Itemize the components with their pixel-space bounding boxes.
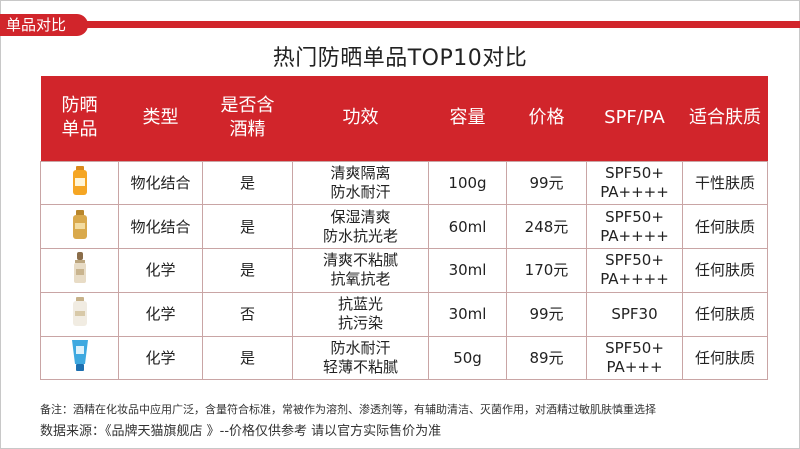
price-cell: 170元 — [506, 248, 587, 293]
spf-cell: SPF50+ PA+++ — [586, 335, 683, 381]
table-row: 化学否抗蓝光 抗污染 30ml 99元 SPF30 任何肤质 — [40, 291, 768, 337]
type-cell: 化学 — [118, 291, 203, 337]
effect-cell: 清爽不粘腻 抗氧抗老 — [292, 248, 429, 293]
section-tag: 单品对比 — [0, 14, 88, 36]
type-cell: 物化结合 — [118, 204, 203, 250]
spf-cell: SPF50+ PA++++ — [586, 248, 683, 293]
skin-cell: 任何肤质 — [682, 248, 768, 293]
price-cell: 89元 — [506, 335, 587, 381]
alcohol-cell: 是 — [202, 160, 293, 206]
volume-cell: 50g — [428, 335, 507, 381]
serum-dropper-bottle-icon — [73, 252, 87, 288]
table-body: 物化结合是清爽隔离 防水耐汗 100g 99元 SPF50+ PA++++ 干性肤质 物化结合… — [40, 160, 768, 381]
effect-cell: 清爽隔离 防水耐汗 — [292, 160, 429, 206]
alcohol-cell: 否 — [202, 291, 293, 337]
skin-cell: 干性肤质 — [682, 160, 768, 206]
header-price: 价格 — [528, 107, 565, 129]
spf-cell: SPF50+ PA++++ — [586, 160, 683, 206]
orange-sunscreen-bottle-icon — [72, 165, 88, 200]
white-sunscreen-bottle-icon — [72, 297, 88, 331]
product-image-cell — [40, 248, 119, 293]
page-title: 热门防晒单品TOP10对比 — [272, 46, 528, 71]
type-cell: 化学 — [118, 248, 203, 293]
product-image-cell — [40, 204, 119, 250]
blue-sunscreen-tube-icon — [71, 340, 89, 376]
volume-cell: 30ml — [428, 291, 507, 337]
header-product: 防晒 单品 — [61, 95, 98, 141]
skin-cell: 任何肤质 — [682, 204, 768, 250]
alcohol-cell: 是 — [202, 335, 293, 381]
spf-cell: SPF50+ PA++++ — [586, 204, 683, 250]
volume-cell: 60ml — [428, 204, 507, 250]
header-type: 类型 — [142, 107, 179, 129]
header-effect: 功效 — [342, 107, 379, 129]
product-image-cell — [40, 291, 119, 337]
type-cell: 物化结合 — [118, 160, 203, 206]
volume-cell: 30ml — [428, 248, 507, 293]
header-volume: 容量 — [449, 107, 486, 129]
footnote: 备注：酒精在化妆品中应用广泛，含量符合标准，常被作为溶剂、渗透剂等，有辅助清洁、… — [40, 403, 656, 416]
table-row: 化学是清爽不粘腻 抗氧抗老 30ml 170元 SPF50+ PA++++ 任何肤质 — [40, 248, 768, 293]
header-spf: SPF/PA — [604, 107, 665, 129]
product-image-cell — [40, 335, 119, 381]
header-rule — [80, 21, 800, 28]
skin-cell: 任何肤质 — [682, 291, 768, 337]
price-cell: 99元 — [506, 291, 587, 337]
table-row: 化学是防水耐汗 轻薄不粘腻 50g 89元 SPF50+ PA+++ 任何肤质 — [40, 335, 768, 381]
skin-cell: 任何肤质 — [682, 335, 768, 381]
alcohol-cell: 是 — [202, 248, 293, 293]
alcohol-cell: 是 — [202, 204, 293, 250]
type-cell: 化学 — [118, 335, 203, 381]
table-row: 物化结合是保湿清爽 防水抗光老 60ml 248元 SPF50+ PA++++ 任何肤质 — [40, 204, 768, 250]
data-source: 数据来源：《品牌天猫旗舰店 》--价格仅供参考 请以官方实际售价为准 — [40, 424, 442, 439]
table-header-row: 防晒 单品 类型 是否含 酒精 功效 容量 价格 SPF/PA 适合肤质 — [40, 76, 768, 161]
comparison-table: 防晒 单品 类型 是否含 酒精 功效 容量 价格 SPF/PA 适合肤质 物化结合是清爽隔离 防水耐… — [40, 76, 768, 381]
effect-cell: 防水耐汗 轻薄不粘腻 — [292, 335, 429, 381]
price-cell: 99元 — [506, 160, 587, 206]
spf-cell: SPF30 — [586, 291, 683, 337]
volume-cell: 100g — [428, 160, 507, 206]
table-row: 物化结合是清爽隔离 防水耐汗 100g 99元 SPF50+ PA++++ 干性肤质 — [40, 160, 768, 206]
gold-sunscreen-bottle-icon — [72, 209, 88, 244]
effect-cell: 保湿清爽 防水抗光老 — [292, 204, 429, 250]
effect-cell: 抗蓝光 抗污染 — [292, 291, 429, 337]
header-alcohol: 是否含 酒精 — [220, 95, 275, 141]
header-skin: 适合肤质 — [689, 107, 761, 129]
product-image-cell — [40, 160, 119, 206]
price-cell: 248元 — [506, 204, 587, 250]
